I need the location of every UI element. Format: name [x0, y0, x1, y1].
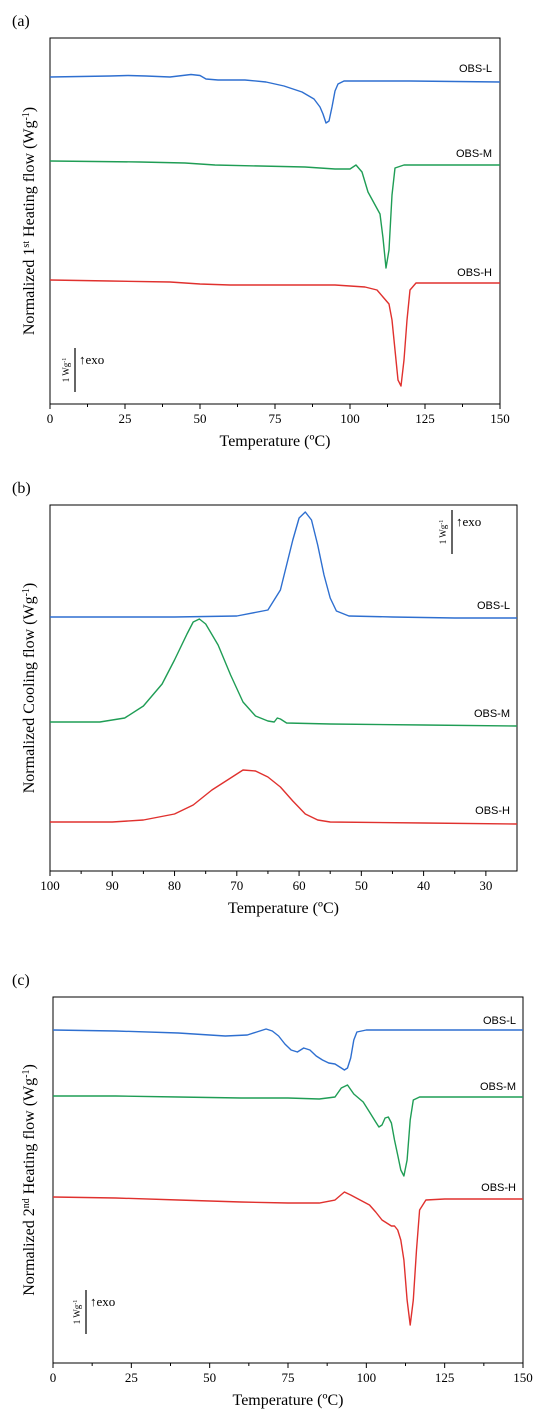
series-line-obs-m: [53, 1084, 523, 1177]
exo-arrow-label: ↑exo: [79, 352, 104, 367]
series-label-obs-h: OBS-H: [457, 267, 492, 279]
plot-frame: [49, 37, 501, 405]
y-axis-label: Normalized 2nd Heating flow (Wg-1): [21, 1064, 39, 1296]
scale-bar-label: 1 Wg-1: [438, 520, 448, 545]
x-tick-label: 125: [435, 1370, 455, 1385]
x-tick-label: 75: [282, 1370, 295, 1385]
x-tick-label: 50: [203, 1370, 216, 1385]
scale-bar-label: 1 Wg-1: [61, 358, 71, 383]
x-tick-label: 70: [230, 878, 243, 893]
plot-frame: [49, 504, 518, 872]
x-tick-label: 150: [513, 1370, 533, 1385]
x-axis-label: Temperature (ºC): [228, 900, 339, 917]
panel-label: (c): [12, 972, 30, 989]
series-line-obs-l: [49, 73, 501, 124]
x-tick-label: 90: [106, 878, 119, 893]
panel-a: (a) 0 25 50 75 100 125 150 Temperature (ºC) Norma…: [12, 13, 510, 450]
series-line-obs-l: [50, 511, 517, 619]
series-label-obs-m: OBS-M: [480, 1081, 516, 1093]
panel-b: (b) 100 90 80 70 60 50 40 30 Temperature (ºC) Norm…: [12, 480, 518, 917]
x-tick-label: 25: [125, 1370, 138, 1385]
series-label-obs-l: OBS-L: [477, 600, 510, 612]
series-line-obs-l: [52, 1028, 523, 1071]
exo-arrow-label: ↑exo: [90, 1294, 115, 1309]
x-tick-label: 25: [119, 411, 132, 426]
y-axis-label: Normalized Cooling flow (Wg-1): [21, 583, 39, 794]
series-label-obs-m: OBS-M: [474, 708, 510, 720]
series-line-obs-m: [49, 160, 500, 269]
series-label-obs-h: OBS-H: [475, 805, 510, 817]
x-tick-label: 50: [194, 411, 207, 426]
x-tick-label: 75: [269, 411, 282, 426]
series-label-obs-l: OBS-L: [483, 1015, 516, 1027]
exo-arrow-label: ↑exo: [456, 514, 481, 529]
panel-label: (a): [12, 13, 30, 30]
plot-frame: [52, 996, 524, 1364]
x-tick-label: 100: [357, 1370, 377, 1385]
x-tick-label: 100: [340, 411, 360, 426]
series-line-obs-m: [50, 618, 518, 727]
series-line-obs-h: [50, 769, 518, 825]
series-line-obs-h: [49, 279, 500, 387]
x-tick-label: 30: [479, 878, 492, 893]
x-axis-label: Temperature (ºC): [220, 433, 331, 450]
panel-label: (b): [12, 480, 31, 497]
x-tick-label: 0: [47, 411, 54, 426]
x-tick-label: 80: [168, 878, 181, 893]
y-axis-label: Normalized 1st Heating flow (Wg-1): [21, 107, 39, 335]
series-label-obs-m: OBS-M: [456, 148, 492, 160]
scale-bar-label: 1 Wg-1: [72, 1300, 82, 1325]
x-tick-label: 125: [415, 411, 435, 426]
series-label-obs-h: OBS-H: [481, 1182, 516, 1194]
x-tick-label: 60: [293, 878, 306, 893]
x-tick-label: 40: [417, 878, 430, 893]
series-label-obs-l: OBS-L: [459, 63, 492, 75]
x-tick-label: 0: [50, 1370, 57, 1385]
series-line-obs-h: [52, 1191, 523, 1326]
x-tick-label: 100: [40, 878, 60, 893]
panel-c: (c) 0 25 50 75 100 125 150 Temperature (ºC) Norma…: [12, 972, 533, 1409]
x-tick-label: 50: [355, 878, 368, 893]
x-tick-label: 150: [490, 411, 510, 426]
x-axis-label: Temperature (ºC): [233, 1392, 344, 1409]
